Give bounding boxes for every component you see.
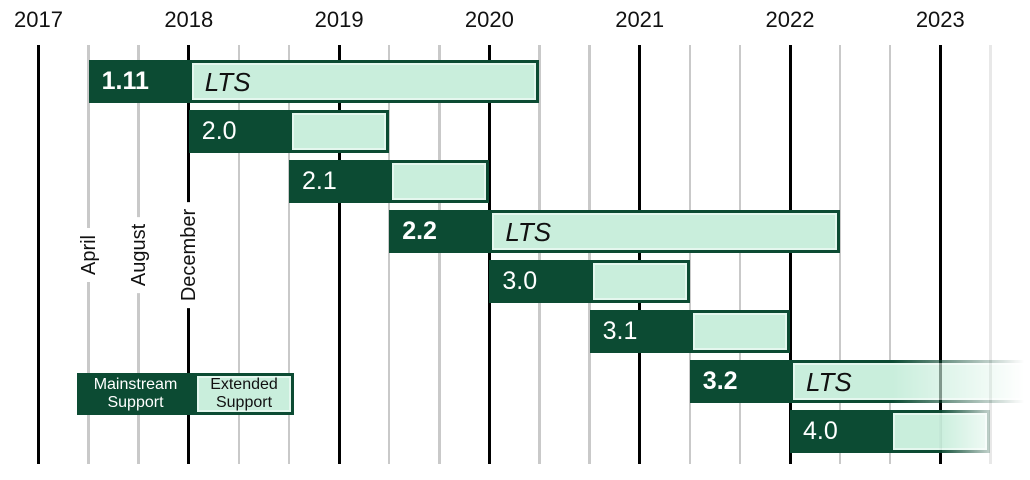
legend-extended-label: Extended Support	[210, 376, 278, 411]
release-bar: 4.0	[790, 410, 991, 453]
minor-gridline	[888, 45, 892, 464]
month-label: December	[178, 201, 200, 309]
extended-segment: LTS	[789, 360, 1030, 403]
minor-gridline	[838, 45, 842, 464]
mainstream-segment: 2.2	[389, 210, 490, 253]
mainstream-segment: 3.1	[589, 310, 690, 353]
mainstream-segment: 3.0	[489, 260, 590, 303]
legend-extended-swatch: Extended Support	[194, 373, 294, 415]
version-label: 2.1	[302, 167, 337, 195]
month-label: April	[78, 227, 100, 283]
extended-segment: LTS	[188, 60, 540, 103]
year-gridline	[337, 45, 341, 464]
extended-segment	[589, 260, 690, 303]
version-label: 4.0	[803, 417, 838, 445]
year-label: 2023	[915, 7, 965, 32]
extended-segment	[288, 110, 390, 153]
version-label: 3.2	[702, 367, 738, 395]
extended-segment	[890, 410, 991, 453]
legend-mainstream-swatch: Mainstream Support	[77, 373, 194, 415]
legend: Mainstream Support Extended Support	[77, 373, 294, 415]
mainstream-segment: 1.11	[88, 60, 189, 103]
release-bar: 3.2 LTS	[689, 360, 1030, 403]
version-label: 3.1	[602, 317, 638, 345]
release-bar: 3.1	[589, 310, 790, 353]
minor-gridline	[688, 45, 692, 464]
extended-segment	[689, 310, 790, 353]
extended-segment	[389, 160, 490, 203]
lts-label: LTS	[204, 66, 251, 97]
lts-label: LTS	[505, 216, 552, 247]
year-gridline	[788, 45, 792, 464]
month-label: August	[128, 216, 150, 294]
minor-gridline	[387, 45, 391, 464]
mainstream-segment: 2.1	[289, 160, 390, 203]
year-label: 2021	[615, 7, 665, 32]
year-gridline	[938, 45, 942, 464]
release-bar: 2.2 LTS	[389, 210, 841, 253]
year-label: 2017	[14, 7, 63, 32]
extended-segment: LTS	[489, 210, 841, 253]
release-bar: 1.11 LTS	[88, 60, 540, 103]
year-label: 2018	[164, 7, 214, 32]
version-label: 2.0	[201, 117, 237, 145]
version-label: 1.11	[101, 67, 149, 95]
mainstream-segment: 3.2	[689, 360, 790, 403]
release-bar: 3.0	[489, 260, 690, 303]
minor-gridline	[588, 45, 591, 464]
lts-label: LTS	[805, 366, 852, 397]
minor-gridline	[738, 45, 742, 464]
minor-gridline	[438, 45, 441, 464]
year-label: 2022	[765, 7, 815, 32]
release-bar: 2.0	[188, 110, 390, 153]
year-gridline	[638, 45, 642, 464]
minor-gridline	[287, 45, 291, 464]
mainstream-segment: 2.0	[188, 110, 289, 153]
year-label: 2019	[314, 7, 364, 32]
minor-gridline	[237, 45, 241, 464]
year-gridline	[37, 45, 40, 464]
minor-gridline	[538, 45, 541, 464]
release-bar: 2.1	[289, 160, 490, 203]
year-label: 2020	[464, 7, 514, 32]
version-label: 3.0	[502, 267, 538, 295]
version-label: 2.2	[402, 217, 437, 245]
minor-gridline	[989, 45, 992, 464]
year-gridline	[487, 45, 491, 464]
legend-mainstream-label: Mainstream Support	[93, 376, 178, 411]
mainstream-segment: 4.0	[790, 410, 891, 453]
